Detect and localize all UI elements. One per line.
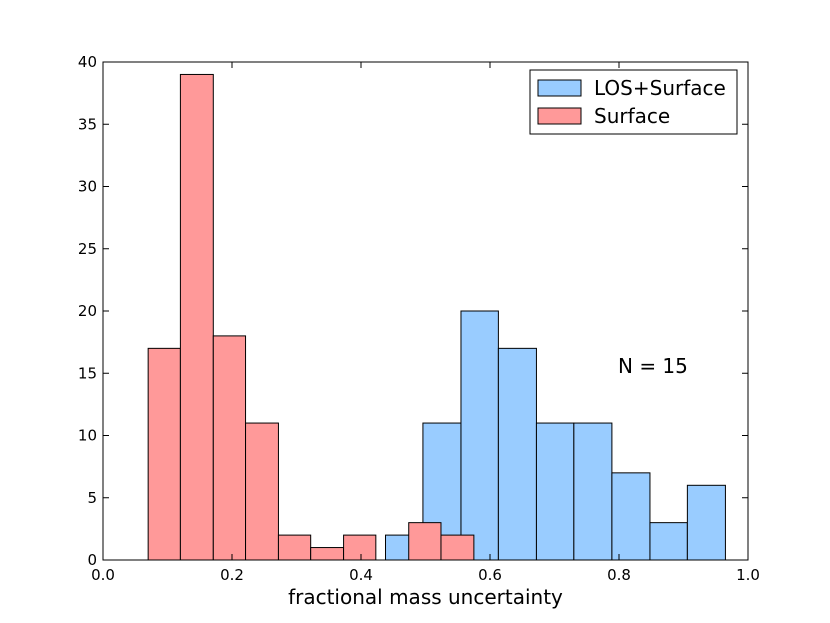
bar-surface-0 [147,347,181,561]
legend: LOS+Surface Surface [529,69,738,135]
legend-swatch-los-surface [537,79,582,97]
bar-surface-8 [408,522,442,561]
y-tick-label: 15 [78,364,97,382]
ticks-layer: 0.0 0.2 0.4 0.6 0.8 1.0 0 5 10 15 20 25 30 35 40 [78,53,760,584]
x-tick-label: 0.0 [91,566,115,584]
bar-surface-1 [179,73,214,561]
bar-los-surface-3 [497,347,537,561]
bar-los-surface-5 [573,422,613,561]
n-annotation: N = 15 [618,354,688,378]
x-tick-label: 0.6 [478,566,502,584]
x-tick-label: 0.4 [349,566,373,584]
bar-los-surface-6 [611,472,651,561]
x-axis-label: fractional mass uncertainty [288,585,563,609]
bar-surface-2 [212,335,247,561]
legend-label-los-surface: LOS+Surface [594,76,726,100]
x-tick-label: 1.0 [736,566,760,584]
bar-surface-3 [245,422,279,561]
x-tick-label: 0.8 [607,566,631,584]
y-tick-label: 5 [87,489,97,507]
y-tick-label: 40 [78,53,97,71]
y-tick-label: 10 [78,427,97,445]
y-tick-label: 20 [78,302,97,320]
bar-los-surface-2 [460,310,499,561]
bar-los-surface-4 [535,422,575,561]
y-tick-label: 0 [87,551,97,569]
y-tick-label: 30 [78,178,97,196]
bar-surface-5 [310,547,345,561]
x-tick-label: 0.2 [220,566,244,584]
legend-label-surface: Surface [594,104,670,128]
bars-layer [147,73,726,561]
legend-swatch-surface [537,107,582,125]
bar-surface-6 [343,534,377,561]
bar-surface-9 [440,534,475,561]
bar-surface-4 [277,534,312,561]
bar-los-surface-7 [649,522,688,561]
bar-los-surface-8 [686,484,726,561]
y-tick-label: 35 [78,115,97,133]
y-tick-label: 25 [78,240,97,258]
